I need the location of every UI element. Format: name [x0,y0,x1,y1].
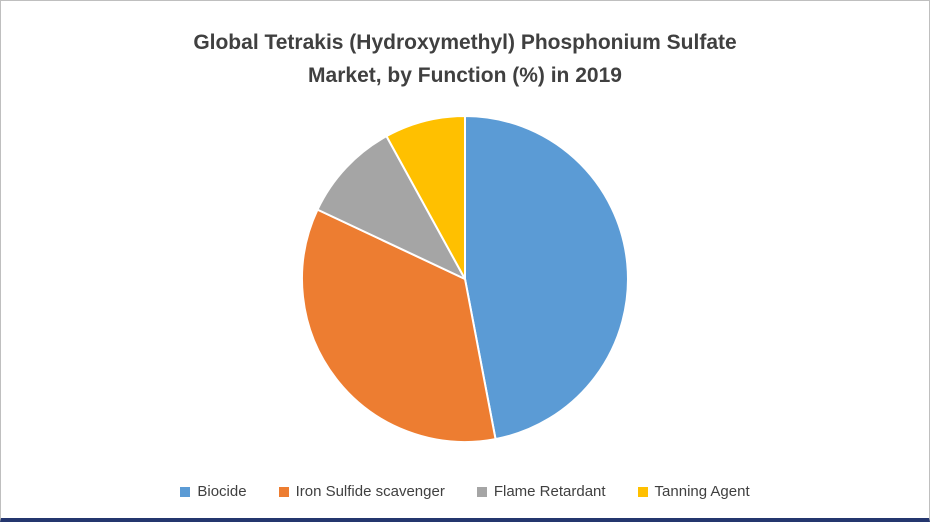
legend-label: Tanning Agent [654,483,750,500]
legend-swatch-icon [476,486,487,497]
legend-swatch-icon [278,486,289,497]
legend-swatch-icon [637,486,648,497]
chart-title: Global Tetrakis (Hydroxymethyl) Phosphon… [1,27,929,92]
legend-label: Iron Sulfide scavenger [295,483,445,500]
legend-item-iron-sulfide-scavenger: Iron Sulfide scavenger [278,483,445,500]
legend-item-flame-retardant: Flame Retardant [476,483,606,500]
pie-chart [301,115,629,443]
pie-slice-iron-sulfide-scavenger [301,208,497,443]
chart-title-line-2: Market, by Function (%) in 2019 [308,63,622,87]
chart-title-line-1: Global Tetrakis (Hydroxymethyl) Phosphon… [193,31,737,54]
legend-swatch-icon [180,486,191,497]
legend-item-biocide: Biocide [180,483,247,500]
legend-label: Flame Retardant [493,483,606,500]
pie-slice-flame-retardant [316,135,466,280]
pie-slice-tanning-agent [385,115,466,280]
chart-legend: Biocide Iron Sulfide scavenger Flame Retar… [1,483,929,500]
pie-slice-biocide [464,115,629,441]
legend-item-tanning-agent: Tanning Agent [637,483,750,500]
legend-label: Biocide [197,483,247,500]
